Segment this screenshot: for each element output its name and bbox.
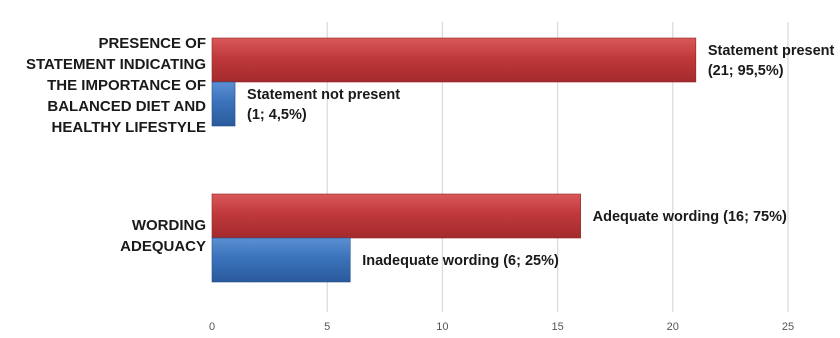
bar-data-label: (1; 4,5%) <box>247 107 307 123</box>
bar-data-label: Adequate wording (16; 75%) <box>593 209 787 225</box>
bar-0 <box>211 37 697 83</box>
data-labels: Statement present (21; 95,5%) Statement no… <box>247 43 834 269</box>
x-tick-label: 20 <box>667 321 679 333</box>
category-label: THE IMPORTANCE OF <box>47 77 206 94</box>
category-label: WORDING <box>132 217 206 234</box>
x-tick-label: 10 <box>436 321 448 333</box>
bar-1 <box>211 81 236 127</box>
x-tick-label: 25 <box>782 321 794 333</box>
category-label: ADEQUACY <box>120 238 206 255</box>
bars <box>211 37 697 283</box>
bar-data-label: Statement present <box>708 43 835 59</box>
x-tick-label: 15 <box>551 321 563 333</box>
x-tick-label: 0 <box>209 321 215 333</box>
x-tick-label: 5 <box>324 321 330 333</box>
category-label: PRESENCE OF <box>98 35 206 52</box>
category-labels: PRESENCE OF STATEMENT INDICATING THE IMPOR… <box>26 35 206 255</box>
bar-data-label: Inadequate wording (6; 25%) <box>362 253 559 269</box>
bar-data-label: Statement not present <box>247 87 400 103</box>
category-label: HEALTHY LIFESTYLE <box>52 119 206 136</box>
category-label: BALANCED DIET AND <box>47 98 206 115</box>
x-axis-ticks: 0 5 10 15 20 25 <box>209 321 794 333</box>
bar-2 <box>211 193 581 239</box>
bar-3 <box>211 237 351 283</box>
bar-data-label: (21; 95,5%) <box>708 63 784 79</box>
category-label: STATEMENT INDICATING <box>26 56 206 73</box>
